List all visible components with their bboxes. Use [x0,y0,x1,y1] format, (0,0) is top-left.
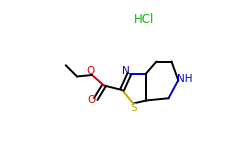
Text: O: O [87,66,95,76]
Text: HCl: HCl [134,13,155,26]
Text: O: O [88,95,96,105]
Text: N: N [122,66,130,75]
Text: S: S [130,103,137,113]
Text: NH: NH [177,74,192,84]
